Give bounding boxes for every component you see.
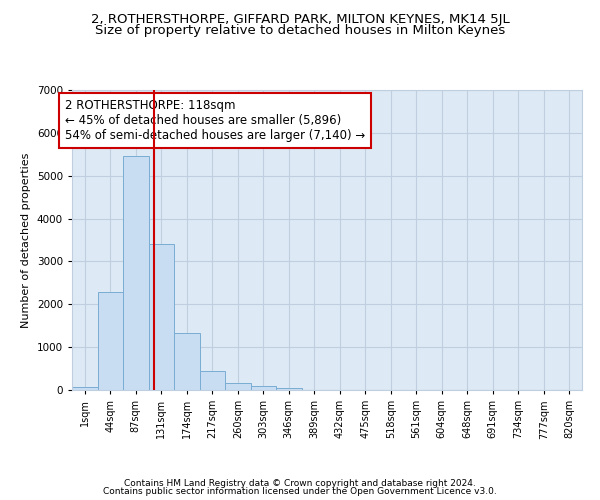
Text: Size of property relative to detached houses in Milton Keynes: Size of property relative to detached ho…	[95, 24, 505, 37]
Text: 2, ROTHERSTHORPE, GIFFARD PARK, MILTON KEYNES, MK14 5JL: 2, ROTHERSTHORPE, GIFFARD PARK, MILTON K…	[91, 12, 509, 26]
Text: Contains public sector information licensed under the Open Government Licence v3: Contains public sector information licen…	[103, 487, 497, 496]
Bar	[199, 370, 225, 390]
Bar	[72, 387, 97, 390]
Bar	[149, 244, 174, 390]
Text: Contains HM Land Registry data © Crown copyright and database right 2024.: Contains HM Land Registry data © Crown c…	[124, 478, 476, 488]
Bar	[251, 386, 276, 390]
Text: 2 ROTHERSTHORPE: 118sqm
← 45% of detached houses are smaller (5,896)
54% of semi: 2 ROTHERSTHORPE: 118sqm ← 45% of detache…	[65, 99, 365, 142]
Bar	[276, 388, 302, 390]
Bar	[174, 332, 199, 390]
Bar	[97, 292, 123, 390]
Y-axis label: Number of detached properties: Number of detached properties	[21, 152, 31, 328]
Bar	[225, 382, 251, 390]
Bar	[123, 156, 149, 390]
